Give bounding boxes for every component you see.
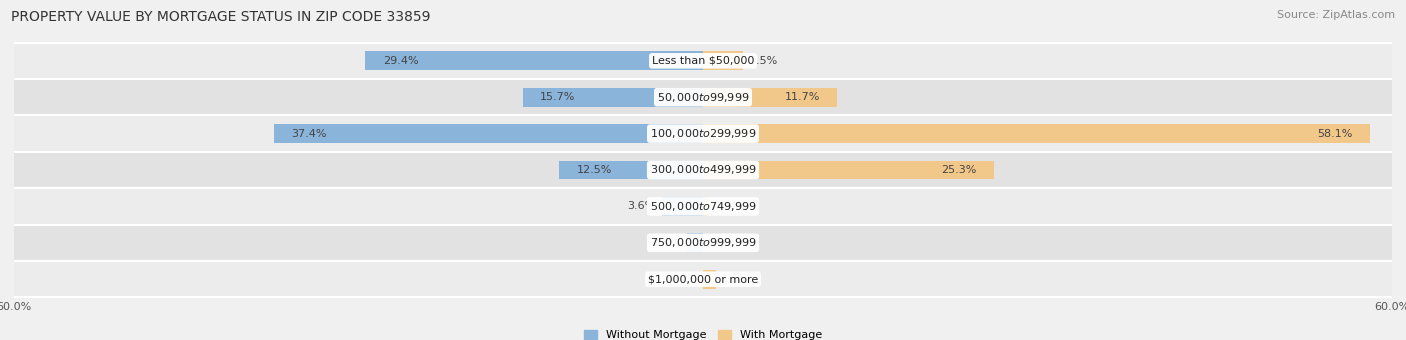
Text: 1.4%: 1.4% <box>652 238 681 248</box>
Bar <box>688 233 703 252</box>
Text: $100,000 to $299,999: $100,000 to $299,999 <box>650 127 756 140</box>
Text: 11.7%: 11.7% <box>785 92 820 102</box>
Bar <box>14 225 1392 261</box>
Text: 0.0%: 0.0% <box>671 274 699 284</box>
Text: 58.1%: 58.1% <box>1317 129 1353 139</box>
Bar <box>274 124 703 143</box>
Bar <box>366 51 703 70</box>
Bar <box>662 197 703 216</box>
Text: $1,000,000 or more: $1,000,000 or more <box>648 274 758 284</box>
Bar <box>703 88 838 107</box>
Text: 3.6%: 3.6% <box>627 201 657 211</box>
Text: Source: ZipAtlas.com: Source: ZipAtlas.com <box>1277 10 1395 20</box>
Legend: Without Mortgage, With Mortgage: Without Mortgage, With Mortgage <box>583 330 823 340</box>
Text: 37.4%: 37.4% <box>291 129 326 139</box>
Text: $50,000 to $99,999: $50,000 to $99,999 <box>657 91 749 104</box>
Text: $750,000 to $999,999: $750,000 to $999,999 <box>650 236 756 249</box>
Bar <box>560 160 703 180</box>
Bar <box>703 160 994 180</box>
Bar <box>14 115 1392 152</box>
Text: 0.0%: 0.0% <box>707 238 735 248</box>
Text: $300,000 to $499,999: $300,000 to $499,999 <box>650 164 756 176</box>
Text: Less than $50,000: Less than $50,000 <box>652 56 754 66</box>
Text: 12.5%: 12.5% <box>576 165 612 175</box>
Bar <box>703 270 716 289</box>
Bar <box>14 188 1392 225</box>
Bar <box>14 79 1392 115</box>
Text: 0.34%: 0.34% <box>713 201 748 211</box>
Text: $500,000 to $749,999: $500,000 to $749,999 <box>650 200 756 213</box>
Text: 29.4%: 29.4% <box>382 56 418 66</box>
Bar <box>14 42 1392 79</box>
Text: 15.7%: 15.7% <box>540 92 575 102</box>
Text: 25.3%: 25.3% <box>941 165 976 175</box>
Bar <box>703 197 707 216</box>
Bar <box>703 124 1369 143</box>
Bar <box>14 261 1392 298</box>
Bar <box>14 152 1392 188</box>
Text: 3.5%: 3.5% <box>749 56 778 66</box>
Bar <box>523 88 703 107</box>
Bar <box>703 51 744 70</box>
Text: PROPERTY VALUE BY MORTGAGE STATUS IN ZIP CODE 33859: PROPERTY VALUE BY MORTGAGE STATUS IN ZIP… <box>11 10 430 24</box>
Text: 1.1%: 1.1% <box>721 274 749 284</box>
